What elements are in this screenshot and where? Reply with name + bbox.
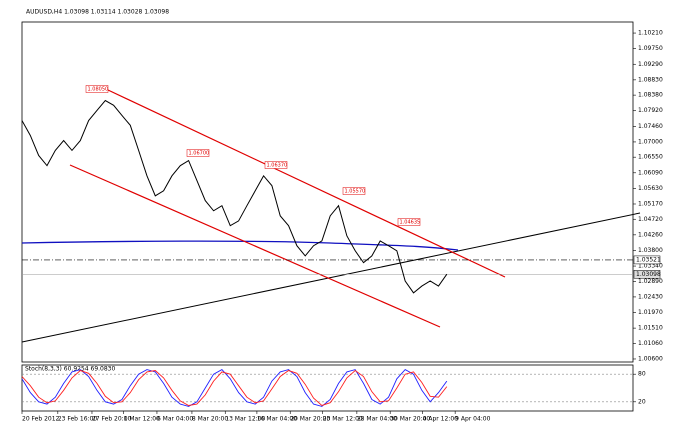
x-tick-label: 6 Mar 04:00 <box>157 416 193 423</box>
annotation-box <box>186 149 210 157</box>
y-tick-label: 1.02430 <box>638 293 663 300</box>
y-tick-label: 1.04260 <box>638 231 663 238</box>
x-tick-label: 20 Mar 20:00 <box>290 416 330 423</box>
annotation: 1.06370 <box>267 163 288 169</box>
stoch-title: Stoch(8,3,3) 60.9254 69.0830 <box>25 366 116 373</box>
x-tick-label: 28 Mar 04:00 <box>357 416 397 423</box>
y-tick-label: 1.06090 <box>638 169 663 176</box>
x-tick-label: 1 Mar 12:00 <box>124 416 160 423</box>
moving-average <box>21 240 459 251</box>
annotation: 1.06700 <box>189 151 210 157</box>
y-tick-label: 1.03800 <box>638 247 663 254</box>
main-frame <box>21 21 634 363</box>
annotation-box <box>342 187 366 195</box>
y-tick-label: 1.08380 <box>638 92 663 99</box>
price-line <box>21 369 448 406</box>
y-tick-label: 1.01970 <box>638 309 663 316</box>
x-tick-label: 20 Feb 2012 <box>22 416 60 423</box>
y-tick-label: 1.06550 <box>638 154 663 161</box>
y-tick-label: 1.09290 <box>638 61 663 68</box>
y-tick-label: 1.04720 <box>638 216 663 223</box>
y-tick-label: 1.03340 <box>638 263 663 270</box>
y-tick-label: 1.05630 <box>638 185 663 192</box>
price-line <box>21 99 448 294</box>
y-tick-label: 1.09750 <box>638 45 663 52</box>
y-tick-label: 1.00600 <box>638 355 663 362</box>
price-tag <box>633 270 661 279</box>
annotation-box <box>397 218 421 226</box>
y-tick-label: 1.10210 <box>638 30 663 37</box>
x-tick-label: 30 Mar 20:00 <box>390 416 430 423</box>
y-tick-label: 1.07000 <box>638 138 663 145</box>
channel-upper <box>107 89 506 278</box>
x-tick-label: 4 Apr 12:00 <box>423 416 458 423</box>
price-tag-label: 1.03521 <box>636 256 661 263</box>
x-tick-label: 8 Mar 20:00 <box>192 416 228 423</box>
x-tick-label: 23 Mar 12:00 <box>323 416 363 423</box>
y-tick-label: 1.02890 <box>638 278 663 285</box>
annotation-box <box>264 161 288 169</box>
y-tick-label: 1.01510 <box>638 325 663 332</box>
trend-line <box>21 212 641 343</box>
x-tick-label: 23 Feb 16:00 <box>58 416 98 423</box>
y-tick-label: 1.01060 <box>638 340 663 347</box>
x-tick-label: 27 Feb 20:00 <box>92 416 132 423</box>
y-tick-label: 1.08830 <box>638 76 663 83</box>
x-tick-label: 13 Mar 12:00 <box>225 416 265 423</box>
y-tick-label: 80 <box>638 371 646 378</box>
channel-lower <box>69 164 441 328</box>
chart-title: AUDUSD,H4 1.03098 1.03114 1.03028 1.0309… <box>26 9 169 16</box>
y-tick-label: 1.05170 <box>638 200 663 207</box>
annotation: 1.05570 <box>345 189 366 195</box>
y-tick-label: 1.07460 <box>638 123 663 130</box>
annotation: 1.04635 <box>400 220 421 226</box>
x-tick-label: 16 Mar 04:00 <box>257 416 297 423</box>
price-tag-label: 1.03098 <box>636 271 661 278</box>
annotation-box <box>85 85 109 93</box>
x-tick-label: 9 Apr 04:00 <box>455 416 490 423</box>
annotation: 1.08050 <box>88 87 109 93</box>
y-tick-label: 20 <box>638 398 646 405</box>
y-tick-label: 1.07920 <box>638 107 663 114</box>
price-line <box>21 369 448 407</box>
price-tag <box>633 255 661 265</box>
